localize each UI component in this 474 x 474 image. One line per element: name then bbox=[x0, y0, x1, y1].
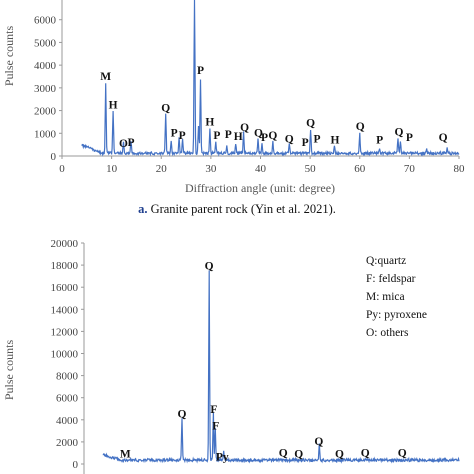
peak-label: Q bbox=[177, 409, 186, 421]
y-tick-label: 16000 bbox=[51, 282, 79, 294]
peak-label: Q bbox=[335, 448, 344, 460]
peak-label: Q bbox=[279, 447, 288, 459]
x-tick-label: 10 bbox=[106, 163, 118, 175]
peak-label: Q bbox=[161, 103, 170, 115]
peak-label: P bbox=[314, 133, 321, 145]
y-tick-label: 0 bbox=[51, 151, 57, 163]
panel-b-y-label: Pulse counts bbox=[2, 340, 16, 401]
y-tick-label: 10000 bbox=[51, 349, 79, 361]
y-tick-label: 2000 bbox=[34, 106, 57, 118]
y-tick-label: 3000 bbox=[34, 83, 57, 95]
peak-label: Q bbox=[205, 261, 214, 273]
y-tick-label: 14000 bbox=[51, 304, 79, 316]
peak-label: O bbox=[119, 138, 128, 150]
x-tick-label: 60 bbox=[354, 163, 366, 175]
peak-label: Q bbox=[394, 127, 403, 139]
panel-a-caption-text: Granite parent rock (Yin et al. 2021). bbox=[147, 202, 335, 216]
panel-a-x-ticks: 0 10 20 30 40 50 60 70 80 bbox=[59, 156, 465, 175]
legend-item: F: feldspar bbox=[366, 273, 416, 285]
panel-b: 0 2000 4000 6000 8000 10000 12000 14000 16000 180… bbox=[2, 238, 460, 474]
legend-item: O: others bbox=[366, 327, 409, 339]
peak-label: P bbox=[213, 130, 220, 142]
peak-label: Q bbox=[285, 133, 294, 145]
peak-label: P bbox=[302, 137, 309, 149]
peak-label: F bbox=[210, 404, 217, 416]
y-tick-label: 12000 bbox=[51, 326, 79, 338]
peak-label: P bbox=[127, 137, 134, 149]
peak-label: Q bbox=[439, 132, 448, 144]
peak-label: H bbox=[234, 131, 243, 143]
panel-a: 0 1000 2000 3000 4000 5000 6000 0 10 20 30 40 50 60 7… bbox=[2, 0, 465, 216]
y-tick-label: 8000 bbox=[56, 371, 79, 383]
peak-label: Q bbox=[314, 436, 323, 448]
x-tick-label: 0 bbox=[59, 163, 65, 175]
peak-label: Q bbox=[268, 130, 277, 142]
panel-a-y-label: Pulse counts bbox=[2, 26, 16, 87]
peak-label: Q bbox=[361, 447, 370, 459]
y-tick-label: 4000 bbox=[34, 60, 57, 72]
peak-label: Q bbox=[356, 121, 365, 133]
peak-label: P bbox=[179, 130, 186, 142]
peak-label: H bbox=[330, 135, 339, 147]
y-tick-label: 6000 bbox=[56, 393, 79, 405]
y-tick-label: 18000 bbox=[51, 260, 79, 272]
peak-label: Q bbox=[240, 122, 249, 134]
panel-a-trace bbox=[81, 0, 460, 157]
panel-a-caption-label: a. bbox=[138, 202, 147, 216]
panel-b-y-ticks: 0 2000 4000 6000 8000 10000 12000 14000 16000 180… bbox=[51, 238, 84, 471]
panel-a-caption: a. Granite parent rock (Yin et al. 2021)… bbox=[138, 202, 336, 216]
peak-label: M bbox=[120, 448, 131, 460]
y-tick-label: 4000 bbox=[56, 415, 79, 427]
peak-label: P bbox=[225, 129, 232, 141]
x-tick-label: 40 bbox=[255, 163, 267, 175]
x-tick-label: 30 bbox=[205, 163, 217, 175]
panel-b-trace bbox=[102, 270, 460, 464]
peak-label: P bbox=[261, 132, 268, 144]
y-tick-label: 6000 bbox=[34, 15, 57, 27]
peak-label: Q bbox=[294, 448, 303, 460]
y-tick-label: 2000 bbox=[56, 437, 79, 449]
peak-label: Q bbox=[254, 128, 263, 140]
y-tick-label: 1000 bbox=[34, 128, 57, 140]
y-tick-label: 20000 bbox=[51, 238, 79, 250]
x-tick-label: 50 bbox=[305, 163, 317, 175]
peak-label: P bbox=[406, 132, 413, 144]
legend: Q:quartz F: feldspar M: mica Py: pyroxen… bbox=[366, 255, 427, 339]
peak-label: P bbox=[197, 65, 204, 77]
peak-label: F bbox=[212, 421, 219, 433]
y-tick-label: 0 bbox=[73, 459, 79, 471]
peak-label: P bbox=[171, 128, 178, 140]
peak-label: H bbox=[109, 99, 118, 111]
peak-label: Py bbox=[216, 452, 229, 464]
peak-label: H bbox=[205, 116, 214, 128]
legend-item: Q:quartz bbox=[366, 255, 406, 267]
y-tick-label: 5000 bbox=[34, 37, 57, 49]
peak-label: M bbox=[100, 71, 111, 83]
panel-a-x-label: Diffraction angle (unit: degree) bbox=[185, 181, 335, 195]
legend-item: Py: pyroxene bbox=[366, 309, 427, 321]
peak-label: P bbox=[376, 135, 383, 147]
peak-label: Q bbox=[306, 117, 315, 129]
x-tick-label: 70 bbox=[404, 163, 416, 175]
legend-item: M: mica bbox=[366, 291, 405, 303]
x-tick-label: 20 bbox=[156, 163, 168, 175]
x-tick-label: 80 bbox=[454, 163, 466, 175]
panel-a-y-ticks: 0 1000 2000 3000 4000 5000 6000 bbox=[34, 15, 62, 163]
peak-label: Q bbox=[398, 447, 407, 459]
